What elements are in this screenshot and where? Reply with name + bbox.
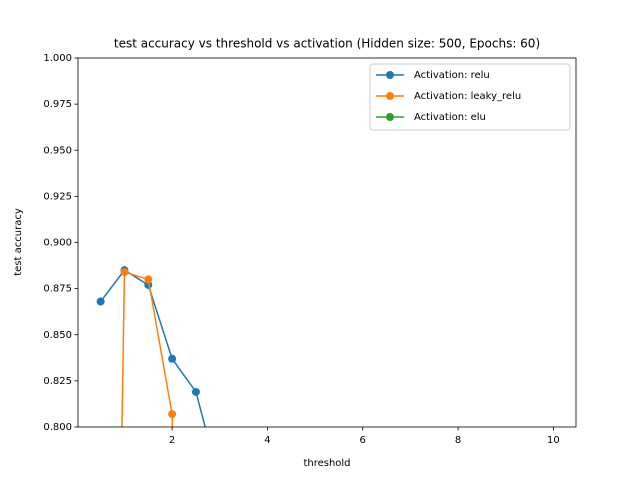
y-tick-label: 0.875 <box>43 284 72 295</box>
x-axis-label: threshold <box>303 458 350 469</box>
legend-label: Activation: relu <box>414 70 490 81</box>
point <box>168 410 177 419</box>
x-tick-label: 10 <box>547 435 560 446</box>
y-tick-label: 0.950 <box>43 145 72 156</box>
x-tick-label: 8 <box>455 435 461 446</box>
point <box>120 268 129 277</box>
y-tick-label: 0.900 <box>43 238 72 249</box>
point <box>96 297 105 306</box>
legend-marker <box>386 92 394 100</box>
y-tick-label: 0.975 <box>43 99 72 110</box>
legend-marker <box>386 113 394 121</box>
y-tick-label: 0.800 <box>43 422 72 433</box>
y-tick-label: 1.000 <box>43 53 72 64</box>
legend-marker <box>386 71 394 79</box>
point <box>191 387 200 396</box>
plot-area <box>96 266 206 427</box>
legend-label: Activation: leaky_relu <box>414 91 521 102</box>
y-tick-label: 0.925 <box>43 191 72 202</box>
point <box>168 354 177 363</box>
legend-box <box>369 63 571 131</box>
legend-label: Activation: elu <box>414 112 486 123</box>
point <box>144 275 153 284</box>
y-tick-label: 0.825 <box>43 376 72 387</box>
x-tick-label: 2 <box>169 435 175 446</box>
y-axis-label: test accuracy <box>13 208 24 276</box>
chart-title: test accuracy vs threshold vs activation… <box>114 37 540 51</box>
x-tick-label: 4 <box>264 435 270 446</box>
series-line <box>121 271 174 427</box>
series-line <box>100 269 206 427</box>
x-tick-label: 6 <box>360 435 366 446</box>
y-tick-label: 0.850 <box>43 330 72 341</box>
